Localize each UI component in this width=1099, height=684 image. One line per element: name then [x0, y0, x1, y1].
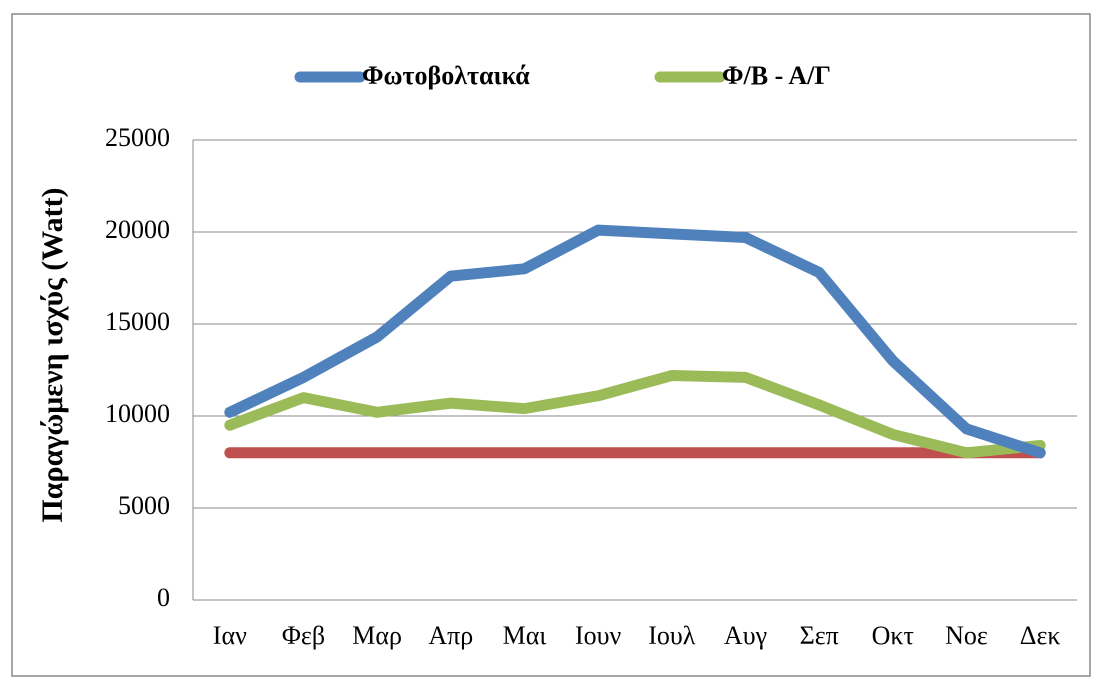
- x-tick-label: Αυγ: [724, 621, 767, 650]
- x-tick-label: Ιουν: [575, 621, 622, 650]
- y-tick-label: 0: [157, 583, 170, 612]
- x-tick-label: Δεκ: [1020, 621, 1061, 650]
- x-tick-label: Οκτ: [872, 621, 914, 650]
- series-line: [224, 224, 1046, 459]
- x-tick-label: Απρ: [428, 621, 473, 650]
- y-tick-label: 20000: [105, 215, 170, 244]
- x-tick-label: Φεβ: [282, 621, 325, 650]
- y-tick-label: 5000: [118, 491, 170, 520]
- x-tick-label: Σεπ: [800, 621, 839, 650]
- y-tick-label: 15000: [105, 307, 170, 336]
- legend-label: Φωτοβολταικά: [362, 61, 530, 90]
- x-tick-label: Νοε: [945, 621, 988, 650]
- series-line: [224, 370, 1046, 459]
- x-tick-label: Ιουλ: [648, 621, 696, 650]
- y-tick-label: 10000: [105, 399, 170, 428]
- x-tick-label: Μαι: [503, 621, 547, 650]
- y-tick-label: 25000: [105, 123, 170, 152]
- legend-label: Φ/Β - Α/Γ: [722, 61, 831, 90]
- y-axis-label: Παραγώμενη ισχύς (Watt): [36, 187, 69, 522]
- x-tick-label: Μαρ: [352, 621, 402, 650]
- chart-frame: [11, 13, 1091, 677]
- x-tick-label: Ιαν: [213, 621, 247, 650]
